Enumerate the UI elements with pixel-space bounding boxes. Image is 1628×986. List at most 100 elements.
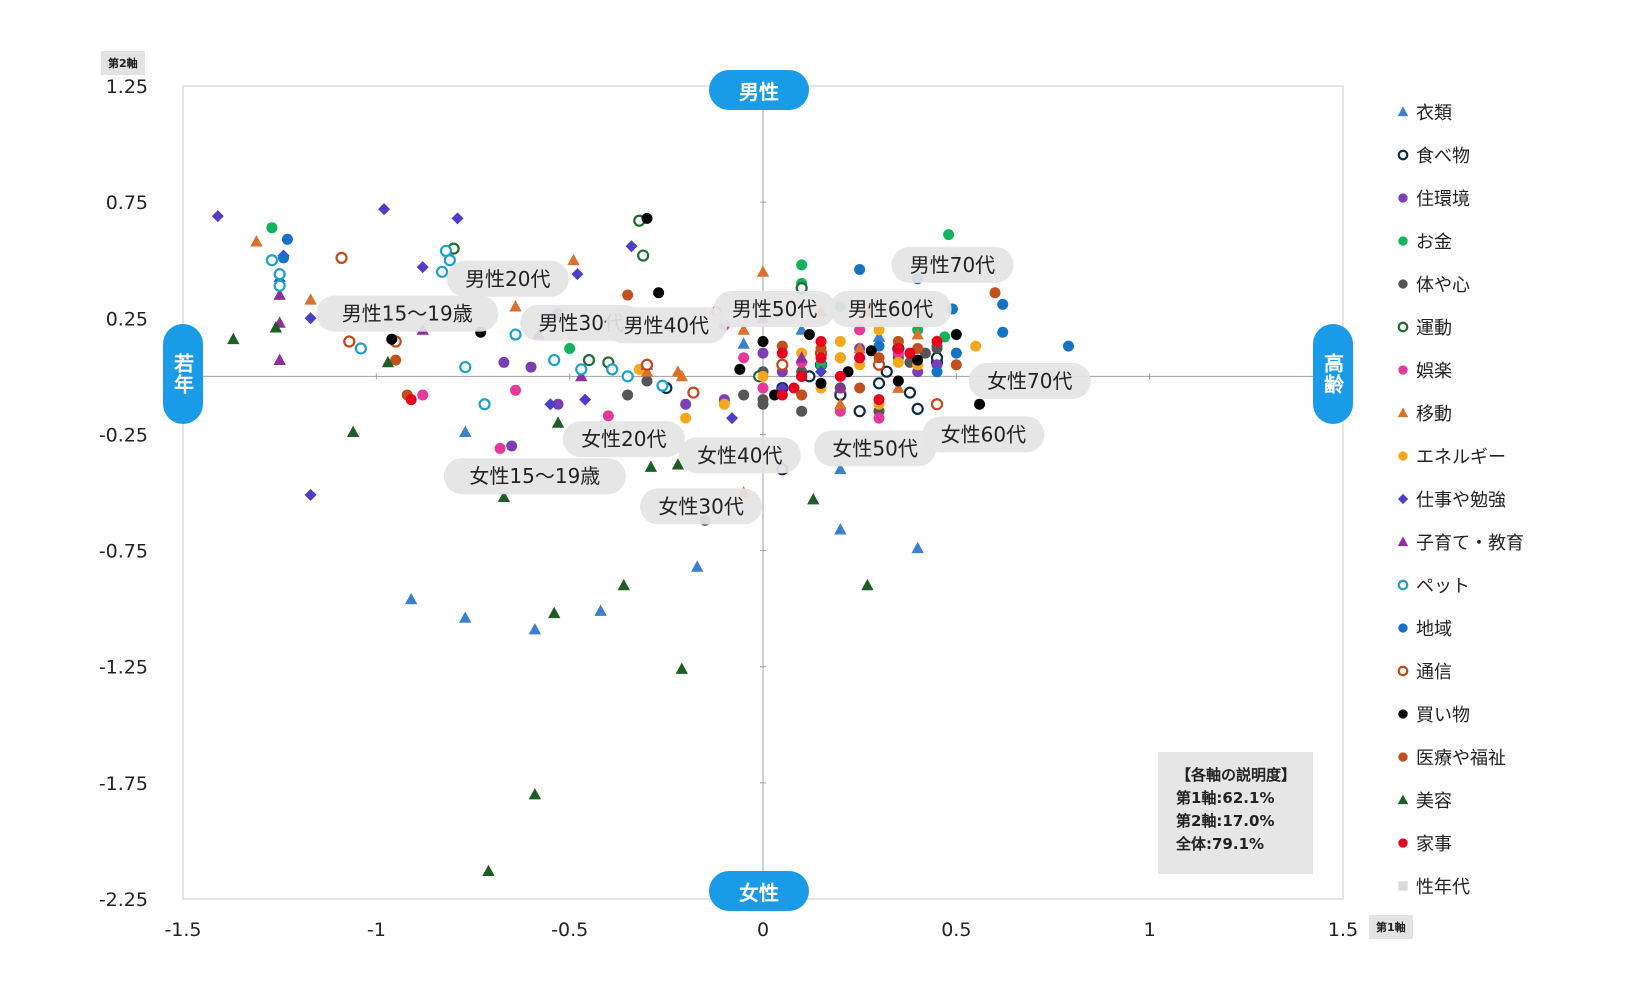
group-label-bubble bbox=[829, 290, 952, 327]
data-point bbox=[815, 336, 827, 348]
data-point bbox=[872, 330, 886, 342]
group-label-bubble bbox=[922, 416, 1045, 453]
legend-marker-shape bbox=[1397, 535, 1409, 546]
legend-item: エネルギー bbox=[1395, 434, 1524, 477]
legend-item: 体や心 bbox=[1395, 262, 1524, 305]
data-point bbox=[459, 360, 472, 374]
data-point bbox=[853, 341, 866, 354]
legend-label: 通信 bbox=[1416, 661, 1452, 683]
group-label: 男性40代 bbox=[605, 307, 728, 344]
legend-marker-shape bbox=[1397, 105, 1409, 116]
data-point bbox=[872, 377, 886, 390]
data-point bbox=[997, 298, 1009, 310]
data-point bbox=[273, 288, 286, 300]
group-label: 女性70代 bbox=[968, 363, 1091, 400]
data-point bbox=[815, 377, 827, 389]
group-label-text: 男性50代 bbox=[732, 297, 817, 321]
data-point bbox=[386, 333, 398, 345]
data-point bbox=[989, 287, 1001, 299]
y-tick-label: 1.25 bbox=[106, 76, 148, 98]
group-label-text: 女性40代 bbox=[697, 443, 782, 467]
data-point bbox=[528, 787, 542, 800]
legend-label: 医療や福祉 bbox=[1416, 747, 1506, 769]
group-label-text: 女性30代 bbox=[658, 494, 743, 518]
y-tick-label: -0.75 bbox=[99, 541, 148, 563]
data-point bbox=[776, 347, 788, 359]
legend-label: ペット bbox=[1416, 575, 1470, 597]
data-point bbox=[482, 864, 495, 877]
data-point bbox=[757, 382, 769, 394]
x-tick-label: -0.5 bbox=[551, 919, 588, 941]
data-point bbox=[381, 355, 395, 368]
group-label-bubble bbox=[446, 260, 569, 297]
data-point bbox=[544, 398, 557, 411]
data-point bbox=[854, 382, 866, 394]
data-point bbox=[796, 405, 808, 417]
group-label: 男性70代 bbox=[891, 246, 1014, 283]
data-point bbox=[776, 389, 788, 401]
data-point bbox=[950, 347, 962, 359]
data-point bbox=[510, 384, 522, 396]
legend-marker bbox=[1397, 665, 1409, 676]
legend-item: お金 bbox=[1395, 219, 1524, 262]
legend-item: 性年代 bbox=[1395, 864, 1524, 907]
legend-marker-shape bbox=[1398, 880, 1408, 891]
data-point bbox=[548, 606, 561, 619]
data-point bbox=[478, 398, 491, 411]
legend-marker bbox=[1398, 450, 1408, 461]
legend-item: 住環境 bbox=[1395, 176, 1524, 219]
group-label-text: 女性60代 bbox=[941, 422, 1026, 446]
data-point bbox=[552, 398, 564, 410]
data-point bbox=[834, 381, 847, 393]
data-point bbox=[273, 353, 286, 365]
data-point bbox=[795, 351, 808, 363]
legend-marker-shape bbox=[1398, 450, 1408, 461]
data-point bbox=[459, 611, 472, 623]
data-point bbox=[931, 366, 943, 378]
data-point bbox=[594, 604, 607, 616]
x-tick-label: 0.5 bbox=[941, 919, 971, 941]
legend-label: お金 bbox=[1416, 231, 1452, 253]
data-point bbox=[637, 249, 650, 262]
group-label-bubble bbox=[605, 307, 728, 344]
data-point bbox=[278, 252, 290, 264]
data-point bbox=[776, 358, 789, 371]
legend-marker bbox=[1398, 708, 1408, 719]
legend-marker bbox=[1397, 406, 1409, 417]
legend-label: 衣類 bbox=[1416, 102, 1452, 124]
data-point bbox=[734, 363, 746, 375]
group-label: 女性40代 bbox=[678, 437, 801, 474]
group-label-text: 男性15〜19歳 bbox=[342, 302, 473, 326]
legend-label: 地域 bbox=[1416, 618, 1452, 640]
legend-label: 仕事や勉強 bbox=[1416, 489, 1506, 511]
data-point bbox=[892, 342, 904, 354]
data-point bbox=[997, 326, 1009, 338]
x-axis-title: 第1軸 bbox=[1369, 915, 1413, 939]
data-point bbox=[548, 353, 561, 367]
data-point bbox=[854, 264, 866, 276]
data-point bbox=[687, 386, 700, 399]
explained-variance-axis1: 第1軸:62.1% bbox=[1176, 789, 1275, 807]
data-point bbox=[335, 251, 348, 264]
group-label: 女性60代 bbox=[922, 416, 1045, 453]
data-point bbox=[273, 279, 286, 292]
group-label: 女性15〜19歳 bbox=[443, 458, 626, 495]
data-point bbox=[737, 337, 750, 349]
group-label-bubble bbox=[891, 246, 1014, 283]
legend-marker-shape bbox=[1397, 321, 1409, 332]
data-point bbox=[621, 370, 634, 383]
legend-label: 体や心 bbox=[1416, 274, 1470, 296]
legend-item: 買い物 bbox=[1395, 692, 1524, 735]
data-point bbox=[417, 389, 429, 401]
y-tick-label: -1.75 bbox=[99, 773, 148, 795]
legend-marker bbox=[1398, 837, 1408, 848]
data-point bbox=[641, 375, 653, 387]
data-point bbox=[854, 324, 866, 336]
legend-label: 娯楽 bbox=[1416, 360, 1452, 382]
data-point bbox=[617, 578, 630, 591]
data-point bbox=[494, 442, 506, 454]
legend-marker bbox=[1397, 149, 1409, 160]
data-point bbox=[769, 389, 781, 401]
data-point bbox=[416, 261, 429, 274]
direction-label-top: 男性 bbox=[709, 70, 809, 110]
